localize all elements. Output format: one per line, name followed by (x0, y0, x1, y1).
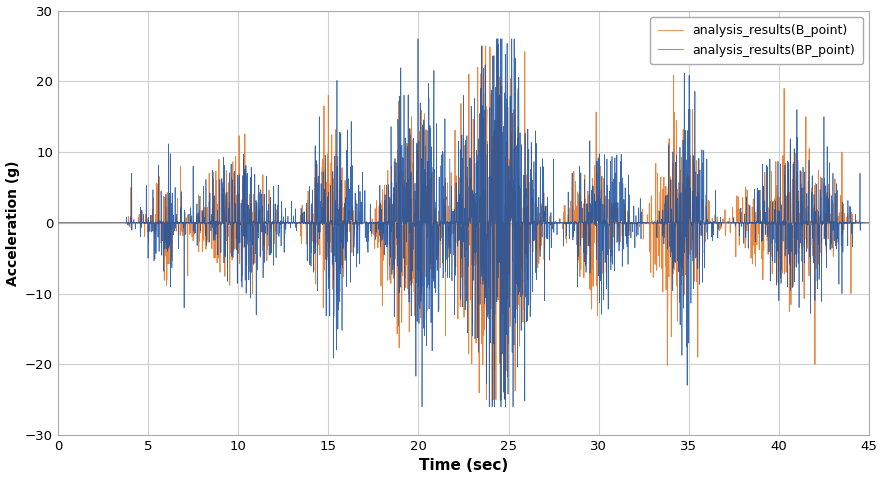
analysis_results(B_point) (53, 220, 64, 226)
analysis_results(B_point) (477, 43, 487, 49)
analysis_results(BP_point) (864, 220, 874, 226)
analysis_results(BP_point) (363, 220, 374, 226)
analysis_results(BP_point) (789, 146, 799, 151)
analysis_results(B_point) (149, 231, 160, 237)
analysis_results(BP_point) (821, 194, 832, 199)
analysis_results(B_point) (789, 247, 799, 253)
Legend: analysis_results(B_point), analysis_results(BP_point): analysis_results(B_point), analysis_resu… (650, 17, 863, 64)
analysis_results(BP_point) (417, 404, 427, 410)
analysis_results(BP_point) (561, 220, 571, 226)
analysis_results(B_point) (363, 223, 374, 229)
analysis_results(B_point) (561, 220, 571, 226)
analysis_results(BP_point) (53, 220, 64, 226)
analysis_results(B_point) (821, 246, 832, 251)
analysis_results(B_point) (864, 220, 874, 226)
analysis_results(BP_point) (149, 256, 160, 262)
X-axis label: Time (sec): Time (sec) (419, 458, 508, 473)
Line: analysis_results(BP_point): analysis_results(BP_point) (58, 39, 869, 407)
Y-axis label: Acceleration (g): Acceleration (g) (5, 160, 19, 285)
analysis_results(BP_point) (785, 287, 796, 293)
analysis_results(B_point) (481, 397, 492, 402)
analysis_results(B_point) (785, 142, 796, 148)
analysis_results(BP_point) (412, 36, 423, 42)
Line: analysis_results(B_point): analysis_results(B_point) (58, 46, 869, 399)
